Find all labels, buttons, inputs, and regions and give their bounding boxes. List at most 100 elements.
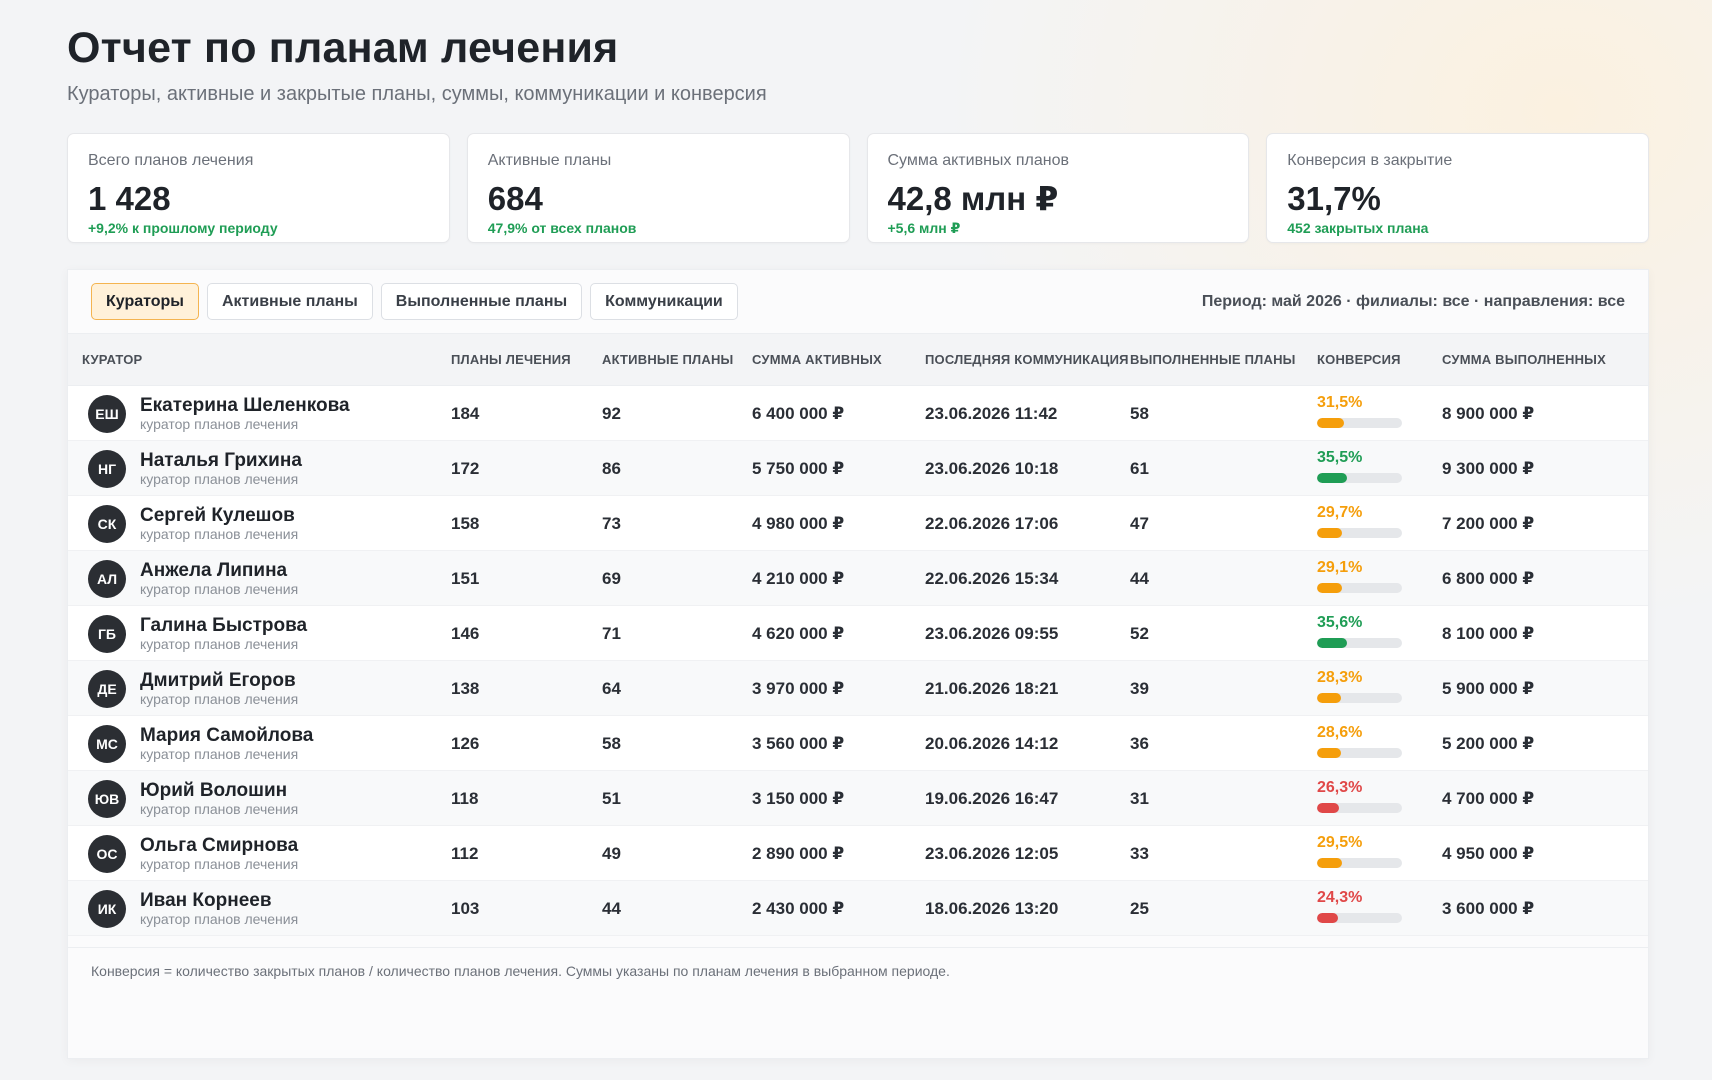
curator-cell: АЛ Анжела Липина куратор планов лечения <box>88 551 298 606</box>
report-panel: Кураторы Активные планы Выполненные план… <box>67 269 1649 1059</box>
plans-count: 184 <box>451 403 480 423</box>
conversion-bar <box>1317 692 1402 703</box>
last-communication: 18.06.2026 13:20 <box>925 898 1059 918</box>
page-title: Отчет по планам лечения <box>67 24 619 72</box>
curator-name[interactable]: Дмитрий Егоров <box>140 669 296 691</box>
curator-name[interactable]: Наталья Грихина <box>140 449 302 471</box>
curator-role: куратор планов лечения <box>140 415 299 432</box>
kpi-value: 31,7% <box>1287 180 1381 217</box>
tab-curators[interactable]: Кураторы <box>91 283 199 320</box>
conversion-bar <box>1317 582 1402 593</box>
curator-cell: НГ Наталья Грихина куратор планов лечения <box>88 441 302 496</box>
table-row[interactable]: НГ Наталья Грихина куратор планов лечения 1… <box>68 441 1648 496</box>
conversion-bar <box>1317 527 1402 538</box>
avatar: ЕШ <box>88 394 126 433</box>
conversion-bar-fill <box>1317 527 1343 538</box>
completed-sum: 3 600 000 ₽ <box>1442 898 1535 918</box>
table-row[interactable]: ГБ Галина Быстрова куратор планов лечения 1… <box>68 606 1648 661</box>
active-sum: 2 890 000 ₽ <box>752 843 845 863</box>
table-row[interactable]: ДЕ Дмитрий Егоров куратор планов лечения 13… <box>68 661 1648 716</box>
completed-count: 25 <box>1130 898 1149 918</box>
curators-table-body: ЕШ Екатерина Шеленкова куратор планов лече… <box>68 386 1648 936</box>
active-sum: 2 430 000 ₽ <box>752 898 845 918</box>
curator-cell: ОС Ольга Смирнова куратор планов лечения <box>88 826 298 881</box>
kpi-value: 1 428 <box>88 180 171 217</box>
active-count: 58 <box>602 733 621 753</box>
plans-count: 172 <box>451 458 480 478</box>
completed-count: 58 <box>1130 403 1149 423</box>
plans-count: 146 <box>451 623 480 643</box>
curator-name[interactable]: Екатерина Шеленкова <box>140 394 350 416</box>
tab-communications[interactable]: Коммуникации <box>590 283 738 320</box>
curator-name[interactable]: Иван Корнеев <box>140 889 272 911</box>
curator-info: Дмитрий Егоров куратор планов лечения <box>140 670 298 708</box>
kpi-total-plans: Всего планов лечения 1 428 +9,2% к прошл… <box>67 133 450 243</box>
column-header-curator[interactable]: КУРАТОР <box>82 352 143 367</box>
curator-cell: МС Мария Самойлова куратор планов лечения <box>88 716 313 771</box>
conversion-bar <box>1317 802 1402 813</box>
avatar: МС <box>88 724 126 763</box>
conversion-value: 35,6% <box>1317 613 1363 631</box>
table-row[interactable]: СК Сергей Кулешов куратор планов лечения 15… <box>68 496 1648 551</box>
table-row[interactable]: АЛ Анжела Липина куратор планов лечения 151… <box>68 551 1648 606</box>
curator-name[interactable]: Ольга Смирнова <box>140 834 299 856</box>
avatar: АЛ <box>88 559 126 598</box>
last-communication: 22.06.2026 17:06 <box>925 513 1059 533</box>
curator-role: куратор планов лечения <box>140 855 299 872</box>
column-header-active-sum[interactable]: СУММА АКТИВНЫХ <box>752 352 882 367</box>
conversion-value: 31,5% <box>1317 393 1363 411</box>
conversion-bar <box>1317 637 1402 648</box>
column-header-completed[interactable]: ВЫПОЛНЕННЫЕ ПЛАНЫ <box>1130 352 1296 367</box>
plans-count: 112 <box>451 843 479 863</box>
table-row[interactable]: ОС Ольга Смирнова куратор планов лечения 11… <box>68 826 1648 881</box>
conversion-bar-fill <box>1317 582 1342 593</box>
conversion-cell: 26,3% <box>1317 771 1402 826</box>
curator-cell: ЮВ Юрий Волошин куратор планов лечения <box>88 771 298 826</box>
completed-sum: 8 100 000 ₽ <box>1442 623 1535 643</box>
curator-cell: ГБ Галина Быстрова куратор планов лечения <box>88 606 307 661</box>
curator-info: Иван Корнеев куратор планов лечения <box>140 890 298 928</box>
active-sum: 4 620 000 ₽ <box>752 623 845 643</box>
column-header-last-communication[interactable]: ПОСЛЕДНЯЯ КОММУНИКАЦИЯ <box>925 352 1129 367</box>
table-row[interactable]: МС Мария Самойлова куратор планов лечения 1… <box>68 716 1648 771</box>
curator-info: Анжела Липина куратор планов лечения <box>140 560 298 598</box>
conversion-bar-fill <box>1317 912 1338 923</box>
curator-name[interactable]: Мария Самойлова <box>140 724 314 746</box>
column-header-completed-sum[interactable]: СУММА ВЫПОЛНЕННЫХ <box>1442 352 1606 367</box>
curator-name[interactable]: Сергей Кулешов <box>140 504 295 526</box>
table-row[interactable]: ЮВ Юрий Волошин куратор планов лечения 118 5… <box>68 771 1648 826</box>
conversion-bar-fill <box>1317 637 1348 648</box>
curator-info: Галина Быстрова куратор планов лечения <box>140 615 307 653</box>
active-count: 71 <box>602 623 621 643</box>
conversion-bar <box>1317 912 1402 923</box>
conversion-bar-fill <box>1317 857 1343 868</box>
active-count: 86 <box>602 458 621 478</box>
last-communication: 23.06.2026 12:05 <box>925 843 1059 863</box>
table-row[interactable]: ЕШ Екатерина Шеленкова куратор планов лече… <box>68 386 1648 441</box>
conversion-bar-fill <box>1317 417 1344 428</box>
plans-count: 126 <box>451 733 480 753</box>
conversion-value: 29,7% <box>1317 503 1363 521</box>
conversion-cell: 31,5% <box>1317 386 1402 441</box>
curator-cell: ЕШ Екатерина Шеленкова куратор планов лече… <box>88 386 350 441</box>
curator-name[interactable]: Галина Быстрова <box>140 614 308 636</box>
curator-name[interactable]: Юрий Волошин <box>140 779 288 801</box>
conversion-cell: 29,5% <box>1317 826 1402 881</box>
completed-count: 39 <box>1130 678 1149 698</box>
column-header-plans[interactable]: ПЛАНЫ ЛЕЧЕНИЯ <box>451 352 571 367</box>
active-count: 69 <box>602 568 621 588</box>
table-row[interactable]: ИК Иван Корнеев куратор планов лечения 103 4… <box>68 881 1648 936</box>
active-sum: 6 400 000 ₽ <box>752 403 845 423</box>
column-header-active[interactable]: АКТИВНЫЕ ПЛАНЫ <box>602 352 734 367</box>
completed-sum: 4 700 000 ₽ <box>1442 788 1535 808</box>
avatar: ЮВ <box>88 779 126 818</box>
tab-completed-plans[interactable]: Выполненные планы <box>380 283 583 320</box>
completed-sum: 4 950 000 ₽ <box>1442 843 1535 863</box>
curator-role: куратор планов лечения <box>140 745 299 762</box>
completed-count: 52 <box>1130 623 1149 643</box>
avatar: СК <box>88 504 126 543</box>
curator-name[interactable]: Анжела Липина <box>140 559 288 581</box>
column-header-conversion[interactable]: КОНВЕРСИЯ <box>1317 352 1401 367</box>
tab-active-plans[interactable]: Активные планы <box>206 283 373 320</box>
active-sum: 3 150 000 ₽ <box>752 788 845 808</box>
